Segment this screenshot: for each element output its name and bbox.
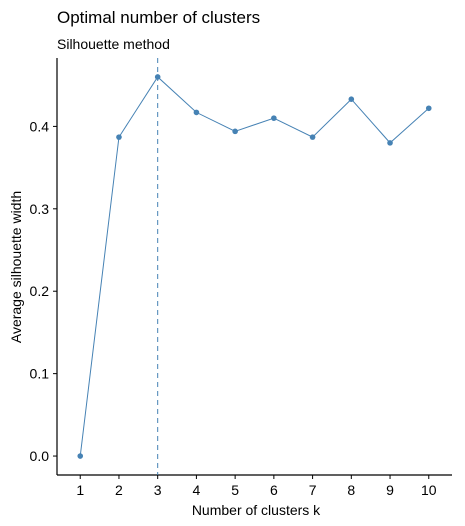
x-tick-label: 4 [193,482,201,498]
x-tick-label: 9 [386,482,394,498]
y-axis-title: Average silhouette width [8,191,24,343]
data-point [387,140,393,146]
chart-subtitle: Silhouette method [57,36,170,52]
x-tick-label: 2 [115,482,123,498]
x-tick-label: 1 [76,482,84,498]
y-tick-label: 0.1 [30,366,50,382]
data-point [426,105,432,111]
data-point [232,129,238,135]
x-tick-label: 3 [154,482,162,498]
y-axis: 0.0 0.1 0.2 0.3 0.4 [30,58,57,475]
y-tick-label: 0.4 [30,118,50,134]
y-tick-label: 0.3 [30,201,50,217]
data-point [116,134,122,140]
data-point [271,115,277,121]
data-point [194,110,200,116]
series-line [80,77,429,456]
y-tick-label: 0.0 [30,448,50,464]
x-tick-label: 5 [231,482,239,498]
data-point [77,453,83,459]
x-axis: 1 2 3 4 5 6 7 8 9 10 [57,475,452,498]
y-tick-label: 0.2 [30,283,50,299]
x-tick-label: 8 [347,482,355,498]
x-tick-label: 6 [270,482,278,498]
x-axis-title: Number of clusters k [192,502,321,518]
x-tick-label: 10 [421,482,437,498]
plot-area [77,58,431,475]
x-tick-label: 7 [309,482,317,498]
data-point [310,134,316,140]
data-point [155,74,161,80]
data-point [349,96,355,102]
chart-title: Optimal number of clusters [57,8,260,27]
